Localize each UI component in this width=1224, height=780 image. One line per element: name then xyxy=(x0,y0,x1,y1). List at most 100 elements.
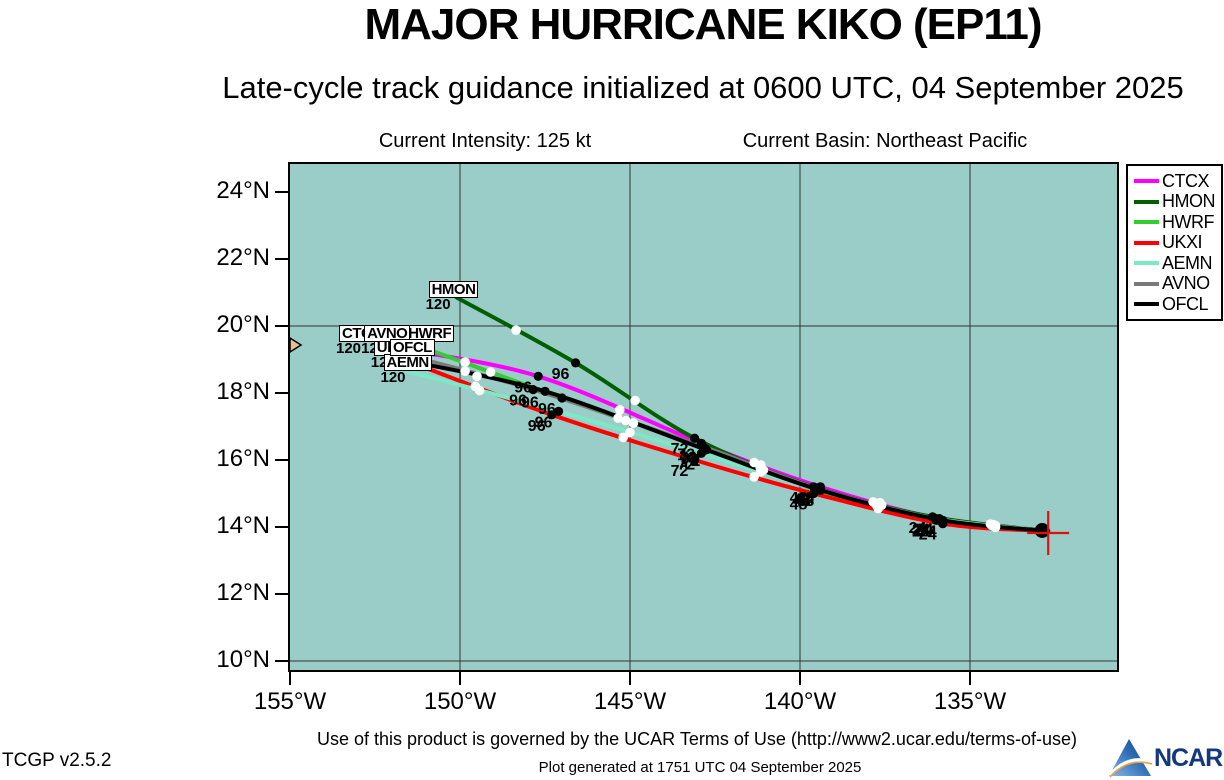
track-dot-24h-HMON xyxy=(571,358,581,368)
legend-swatch-HWRF xyxy=(1134,220,1159,225)
track-dot-12h-UKXI xyxy=(618,432,628,443)
track-dot-12h-HMON xyxy=(630,395,640,406)
model-end-hour-CTCX: 120 xyxy=(336,339,362,357)
forecast-hour-label-AEMN: 72 xyxy=(677,456,695,473)
track-dot-24h-AVNO xyxy=(528,385,538,395)
track-chart-svg: 2448729624487296244872962448729624487296… xyxy=(290,164,1117,670)
forecast-hour-label-HMON: 96 xyxy=(552,366,570,383)
track-dot-12h-AVNO xyxy=(613,413,623,423)
y-axis-tick xyxy=(275,526,289,528)
legend-swatch-OFCL xyxy=(1134,302,1159,307)
legend-item-HMON: HMON xyxy=(1134,191,1221,213)
y-axis-tick-label: 12°N xyxy=(216,579,270,606)
ncar-logo-swoosh xyxy=(1108,739,1153,778)
x-axis-tick-label: 155°W xyxy=(253,688,327,715)
terms-of-use-text: Use of this product is governed by the U… xyxy=(317,729,1077,749)
y-axis-tick xyxy=(275,593,289,595)
model-end-hour-HMON: 120 xyxy=(425,295,451,313)
page-subtitle: Late-cycle track guidance initialized at… xyxy=(222,70,1184,105)
x-axis-tick-label: 150°W xyxy=(423,688,497,715)
legend: CTCX HMON HWRF UKXI AEMN AVNO OFCL xyxy=(1126,164,1223,321)
legend-label-AVNO: AVNO xyxy=(1162,273,1210,294)
track-dot-12h-AEMN xyxy=(474,385,485,396)
forecast-hour-label-CTCX: 96 xyxy=(514,379,532,396)
x-axis-tick-label: 140°W xyxy=(763,688,837,715)
track-dot-12h-OFCL xyxy=(990,520,1001,531)
track-dot-12h-OFCL xyxy=(621,415,631,426)
forecast-hour-label-HWRF: 24 xyxy=(912,523,930,540)
forecast-hour-label-OFCL: 48 xyxy=(796,493,814,510)
legend-item-HWRF: HWRF xyxy=(1134,212,1221,233)
current-intensity-label: Current Intensity: 125 kt xyxy=(378,130,592,152)
forecast-hour-label-CTCX: 24 xyxy=(915,522,933,539)
y-axis-tick xyxy=(275,459,289,461)
track-line-HWRF xyxy=(417,344,1051,533)
legend-item-OFCL: OFCL xyxy=(1134,294,1221,315)
model-end-hour-AEMN: 120 xyxy=(380,368,406,386)
track-dot-24h-OFCL xyxy=(701,445,712,455)
forecast-hour-label-HMON: 24 xyxy=(909,520,927,537)
forecast-hour-label-HWRF: 96 xyxy=(538,401,556,418)
track-line-UKXI xyxy=(396,355,1051,533)
y-axis-tick-label: 18°N xyxy=(216,378,270,405)
legend-swatch-CTCX xyxy=(1134,179,1159,184)
track-dot-24h-CTCX xyxy=(533,371,543,381)
track-dot-12h-AEMN xyxy=(625,427,635,438)
y-axis-tick-label: 10°N xyxy=(216,646,270,673)
ncar-logo: NCAR xyxy=(1108,736,1224,780)
forecast-hour-label-HWRF: 48 xyxy=(793,493,811,510)
y-axis-tick-label: 16°N xyxy=(216,445,270,472)
track-dot-12h-HWRF xyxy=(485,367,496,377)
y-axis-tick xyxy=(275,392,289,394)
forecast-hour-label-AVNO: 48 xyxy=(793,492,811,509)
forecast-hour-label-AVNO: 24 xyxy=(915,523,933,540)
initial-position-dot xyxy=(1034,523,1050,538)
forecast-hour-label-AVNO: 96 xyxy=(509,393,527,410)
forecast-hour-label-AEMN: 96 xyxy=(535,414,553,431)
legend-item-CTCX: CTCX xyxy=(1134,171,1221,192)
legend-item-AEMN: AEMN xyxy=(1134,253,1221,274)
track-dot-12h-HMON xyxy=(511,325,521,335)
page-title: MAJOR HURRICANE KIKO (EP11) xyxy=(364,0,1042,49)
y-axis-tick xyxy=(275,258,289,260)
track-dot-24h-OFCL xyxy=(938,515,948,525)
track-dot-12h-OFCL xyxy=(876,500,887,511)
track-dot-12h-CTCX xyxy=(460,357,470,367)
forecast-hour-label-AVNO: 72 xyxy=(679,450,697,467)
forecast-hour-label-UKXI: 24 xyxy=(919,527,937,544)
model-end-label-HWRF: HWRF xyxy=(405,325,455,343)
track-dot-12h-OFCL xyxy=(472,371,482,382)
forecast-hour-label-UKXI: 48 xyxy=(790,497,808,514)
x-axis-tick-label: 135°W xyxy=(933,688,1007,715)
x-axis-tick-label: 145°W xyxy=(593,688,667,715)
forecast-hour-label-OFCL: 72 xyxy=(683,453,701,470)
legend-swatch-AEMN xyxy=(1134,261,1159,266)
forecast-hour-label-CTCX: 48 xyxy=(796,490,814,507)
generated-timestamp-text: Plot generated at 1751 UTC 04 September … xyxy=(538,759,862,776)
forecast-hour-label-UKXI: 72 xyxy=(671,463,689,480)
legend-label-HWRF: HWRF xyxy=(1162,211,1214,232)
legend-label-CTCX: CTCX xyxy=(1162,170,1210,191)
track-dot-12h-AVNO xyxy=(460,366,470,376)
y-axis-tick xyxy=(275,660,289,662)
legend-swatch-AVNO xyxy=(1134,281,1159,286)
forecast-hour-label-CTCX: 72 xyxy=(677,446,695,463)
track-dot-12h-OFCL xyxy=(758,465,769,475)
y-axis-tick-label: 22°N xyxy=(216,244,270,271)
legend-label-OFCL: OFCL xyxy=(1162,293,1209,314)
track-dot-24h-AEMN xyxy=(554,406,564,416)
track-dot-24h-HMON xyxy=(690,433,700,443)
version-text: TCGP v2.5.2 xyxy=(2,750,112,771)
model-end-label-HMON: HMON xyxy=(428,280,479,298)
x-axis-tick xyxy=(969,671,971,685)
track-dot-24h-OFCL xyxy=(815,485,826,495)
x-axis-tick xyxy=(629,671,631,685)
y-axis-tick-label: 20°N xyxy=(216,311,270,338)
y-axis-tick-label: 24°N xyxy=(216,177,270,204)
forecast-hour-label-UKXI: 96 xyxy=(528,418,546,435)
x-axis-tick xyxy=(459,671,461,685)
forecast-hour-label-AEMN: 24 xyxy=(912,522,930,539)
x-axis-tick xyxy=(799,671,801,685)
legend-item-UKXI: UKXI xyxy=(1134,232,1221,254)
